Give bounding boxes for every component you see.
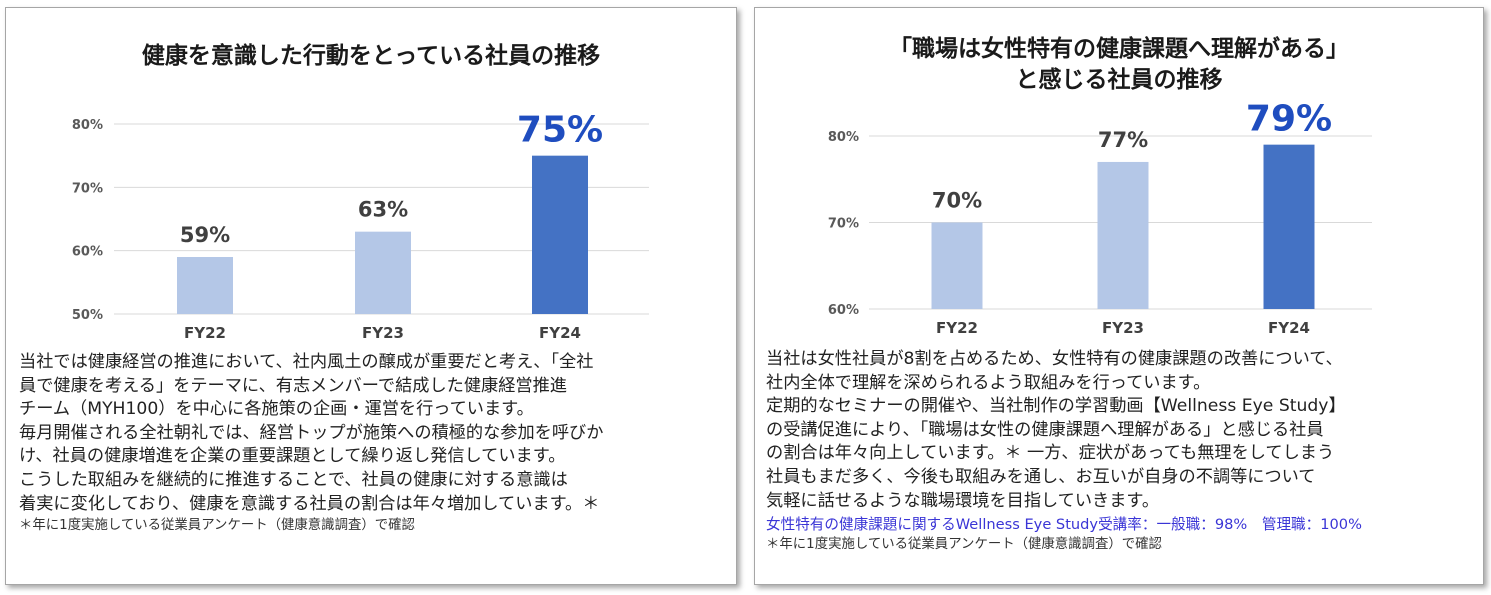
body-line: 員で健康を考える」をテーマに、有志メンバーで結成した健康経営推進	[19, 375, 567, 396]
body-line: の割合は年々向上しています。＊ 一方、症状があっても無理をしてしまう	[766, 443, 1335, 464]
body-line: 着実に変化しており、健康を意識する社員の割合は年々増加しています。＊	[19, 493, 600, 514]
left-panel: 健康を意識した行動をとっている社員の推移 50% 60% 70% 80% 59% FY22…	[5, 7, 737, 585]
attendance-rate-note: 女性特有の健康課題に関するWellness Eye Study受講率：一般職：9…	[766, 516, 1362, 534]
bar-fy24	[1263, 144, 1315, 309]
body-line: け、社員の健康増進を企業の重要課題として繰り返し発信しています。	[19, 446, 566, 467]
body-line: の受講促進により、「職場は女性の健康課題へ理解がある」と感じる社員	[766, 419, 1324, 440]
bar-fy23	[1097, 161, 1149, 309]
right-bar-chart: 60% 70% 80% 70% FY22 77% FY23 79% FY24	[828, 99, 1372, 337]
data-label: 79%	[1246, 99, 1332, 140]
data-label: 63%	[358, 198, 408, 222]
y-tick-label: 60%	[828, 303, 859, 318]
right-panel: 「職場は女性特有の健康課題へ理解がある」 と感じる社員の推移 60% 70% 80%…	[754, 7, 1484, 585]
body-line: 社内全体で理解を深められるよう取組みを行っています。	[766, 372, 1211, 393]
y-tick-label: 70%	[828, 217, 859, 232]
body-line: 毎月開催される全社朝礼では、経営トップが施策への積極的な参加を呼びか	[19, 422, 604, 443]
y-tick-label: 80%	[72, 118, 103, 133]
left-body-text: 当社では健康経営の推進において、社内風土の醸成が重要だと考え、「全社 員で健康を…	[19, 351, 603, 535]
body-line: 気軽に話せるような職場環境を目指していきます。	[766, 490, 1160, 511]
x-tick-label: FY24	[539, 324, 581, 342]
bar-fy22	[931, 222, 983, 309]
bar-fy23	[355, 231, 411, 314]
body-line: 当社では健康経営の推進において、社内風土の醸成が重要だと考え、「全社	[19, 352, 594, 372]
body-line: こうした取組みを継続的に推進することで、社員の健康に対する意識は	[19, 469, 568, 490]
left-chart-title: 健康を意識した行動をとっている社員の推移	[141, 43, 601, 69]
x-tick-label: FY22	[936, 319, 978, 337]
right-chart-title-line1: 「職場は女性特有の健康課題へ理解がある」	[889, 36, 1349, 62]
x-tick-label: FY24	[1268, 319, 1310, 337]
bar-fy24	[532, 155, 588, 314]
x-tick-label: FY23	[362, 324, 404, 342]
data-label: 59%	[180, 223, 230, 247]
body-line: 社員もまだ多く、今後も取組みを通し、お互いが自身の不調等について	[766, 466, 1316, 487]
footnote: ＊年に1度実施している従業員アンケート（健康意識調査）で確認	[19, 518, 415, 534]
bar-fy22	[177, 257, 233, 314]
y-tick-label: 70%	[72, 181, 103, 196]
data-label: 77%	[1098, 128, 1148, 152]
footnote: ＊年に1度実施している従業員アンケート（健康意識調査）で確認	[766, 537, 1162, 553]
x-tick-label: FY22	[184, 324, 226, 342]
y-tick-label: 60%	[72, 245, 103, 260]
body-line: 定期的なセミナーの開催や、当社制作の学習動画【Wellness Eye Stud…	[766, 396, 1346, 417]
right-chart-title-line2: と感じる社員の推移	[1015, 67, 1223, 93]
data-label: 70%	[932, 189, 982, 213]
body-line: チーム（MYH100）を中心に各施策の企画・運営を行っています。	[19, 399, 534, 420]
x-tick-label: FY23	[1102, 319, 1144, 337]
data-label: 75%	[517, 110, 603, 151]
right-body-text: 当社は女性社員が8割を占めるため、女性特有の健康課題の改善について、 社内全体で…	[766, 348, 1362, 554]
left-bar-chart: 50% 60% 70% 80% 59% FY22 63% FY23 75% FY24	[72, 110, 649, 342]
body-line: 当社は女性社員が8割を占めるため、女性特有の健康課題の改善について、	[766, 349, 1343, 369]
y-tick-label: 80%	[828, 130, 859, 145]
y-tick-label: 50%	[72, 308, 103, 323]
